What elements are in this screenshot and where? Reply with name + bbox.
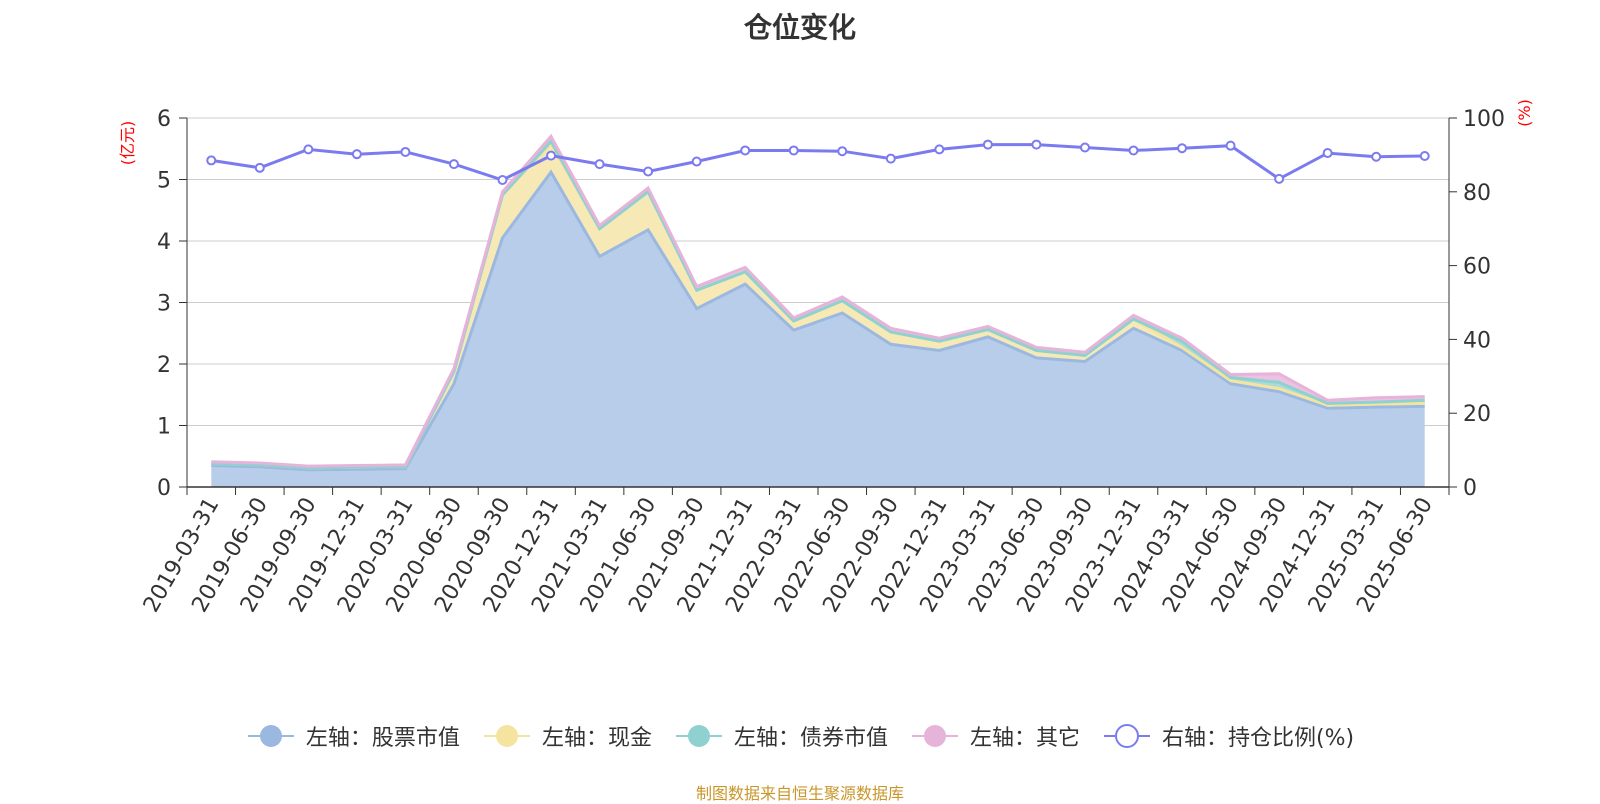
- ratio-point: [788, 145, 799, 156]
- right-axis-unit: (%): [1515, 99, 1534, 127]
- legend-label: 左轴：债券市值: [733, 726, 888, 751]
- left-tick-label: 0: [157, 476, 171, 501]
- ratio-point: [303, 144, 314, 155]
- ratio-point: [448, 159, 459, 170]
- series-line-stock: [211, 169, 1425, 472]
- ratio-point: [1031, 139, 1042, 150]
- legend-swatch-icon: [247, 725, 294, 747]
- ratio-point: [837, 146, 848, 157]
- chart-title: 仓位变化: [743, 11, 856, 44]
- chart-svg: 0123456020406080100(亿元)(%)2019-03-312019…: [118, 99, 1534, 617]
- legend-label: 左轴：其它: [969, 726, 1080, 751]
- ratio-point: [643, 166, 654, 177]
- legend-label: 右轴：持仓比例(%): [1161, 726, 1355, 751]
- ratio-point: [400, 146, 411, 157]
- right-tick-label: 40: [1463, 328, 1491, 353]
- ratio-point: [1419, 151, 1430, 162]
- ratio-point: [934, 144, 945, 155]
- legend-item[interactable]: 左轴：现金: [482, 720, 652, 752]
- left-tick-label: 4: [157, 230, 171, 255]
- ratio-point: [740, 145, 751, 156]
- ratio-point: [1322, 148, 1333, 159]
- left-tick-label: 3: [157, 292, 171, 317]
- ratio-point: [1371, 151, 1382, 162]
- legend-swatch-icon: [483, 725, 530, 747]
- ratio-point: [546, 150, 557, 161]
- legend-label: 左轴：股票市值: [305, 726, 460, 751]
- left-tick-label: 2: [157, 353, 171, 378]
- right-tick-label: 60: [1463, 255, 1491, 280]
- chart-legend: 左轴：股票市值 左轴：现金 左轴：债券市值 左轴：其它 右轴：持仓比例(%): [0, 720, 1600, 752]
- right-tick-label: 0: [1463, 476, 1477, 501]
- ratio-point: [691, 156, 702, 167]
- ratio-point: [594, 159, 605, 170]
- ratio-point: [497, 174, 508, 185]
- ratio-point: [1225, 140, 1236, 151]
- ratio-point: [1177, 143, 1188, 154]
- legend-item[interactable]: 左轴：债券市值: [674, 720, 888, 752]
- legend-swatch-icon: [675, 725, 722, 747]
- legend-item[interactable]: 右轴：持仓比例(%): [1102, 720, 1354, 752]
- legend-label: 左轴：现金: [541, 726, 652, 751]
- right-tick-label: 100: [1463, 107, 1505, 132]
- ratio-point: [206, 155, 217, 166]
- legend-swatch-icon: [1103, 724, 1150, 748]
- right-tick-label: 80: [1463, 181, 1491, 206]
- series-line-other: [211, 133, 1425, 468]
- area-stock: [211, 172, 1425, 487]
- ratio-point: [254, 162, 265, 173]
- left-axis-unit: (亿元): [118, 121, 137, 166]
- ratio-point: [351, 149, 362, 160]
- ratio-point: [1128, 145, 1139, 156]
- left-tick-label: 6: [157, 107, 171, 132]
- ratio-point: [1079, 142, 1090, 153]
- ratio-point: [1274, 173, 1285, 184]
- source-footer: 制图数据来自恒生聚源数据库: [695, 784, 904, 803]
- legend-item[interactable]: 左轴：股票市值: [246, 720, 460, 752]
- legend-swatch-icon: [911, 725, 958, 747]
- legend-item[interactable]: 左轴：其它: [910, 720, 1080, 752]
- left-tick-label: 1: [157, 415, 171, 440]
- right-tick-label: 20: [1463, 402, 1491, 427]
- ratio-line: [211, 143, 1425, 182]
- ratio-point: [885, 153, 896, 164]
- left-tick-label: 5: [157, 169, 171, 194]
- ratio-point: [982, 139, 993, 150]
